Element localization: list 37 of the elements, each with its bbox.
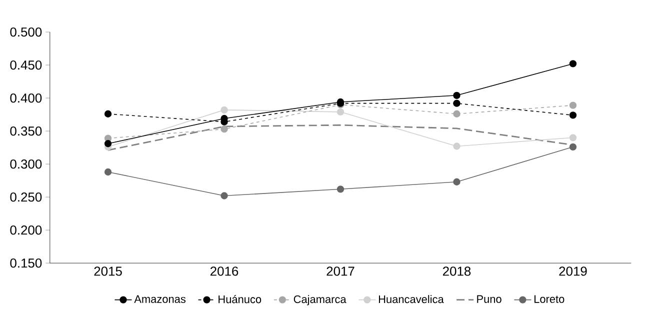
y-tick-label: 0.300 <box>10 159 42 169</box>
legend-label: Loreto <box>534 295 564 303</box>
point <box>453 92 460 99</box>
point <box>569 102 577 109</box>
x-tick-label: 2018 <box>442 266 471 276</box>
x-tick-label: 2015 <box>94 266 122 276</box>
point <box>220 125 228 133</box>
y-tick-label: 0.200 <box>10 225 42 235</box>
point <box>569 112 577 119</box>
y-tick-label: 0.250 <box>10 192 42 202</box>
legend-label: Amazonas <box>134 295 186 303</box>
legend-label: Huancavelica <box>378 295 444 304</box>
point <box>336 186 344 193</box>
point <box>220 106 228 114</box>
point <box>453 100 460 107</box>
point <box>220 192 228 200</box>
y-tick-label: 0.500 <box>10 27 42 37</box>
y-tick-label: 0.450 <box>10 60 42 70</box>
y-tick-label: 0.150 <box>10 258 42 268</box>
point <box>104 140 112 148</box>
point <box>453 142 460 150</box>
x-tick-label: 2017 <box>326 266 354 276</box>
point <box>453 110 460 118</box>
y-tick-label: 0.350 <box>10 126 42 136</box>
legend-label: Cajamarca <box>294 295 346 306</box>
point <box>569 143 577 150</box>
x-tick-label: 2016 <box>210 266 238 276</box>
point <box>569 134 577 142</box>
point <box>569 60 577 68</box>
x-tick-label: 2019 <box>559 266 587 276</box>
point <box>104 110 112 118</box>
legend-label: Puno <box>477 295 502 303</box>
y-tick-label: 0.400 <box>10 93 42 103</box>
point <box>104 168 112 176</box>
point <box>453 178 460 186</box>
legend-label: Huánuco <box>218 294 262 304</box>
point <box>336 108 344 116</box>
